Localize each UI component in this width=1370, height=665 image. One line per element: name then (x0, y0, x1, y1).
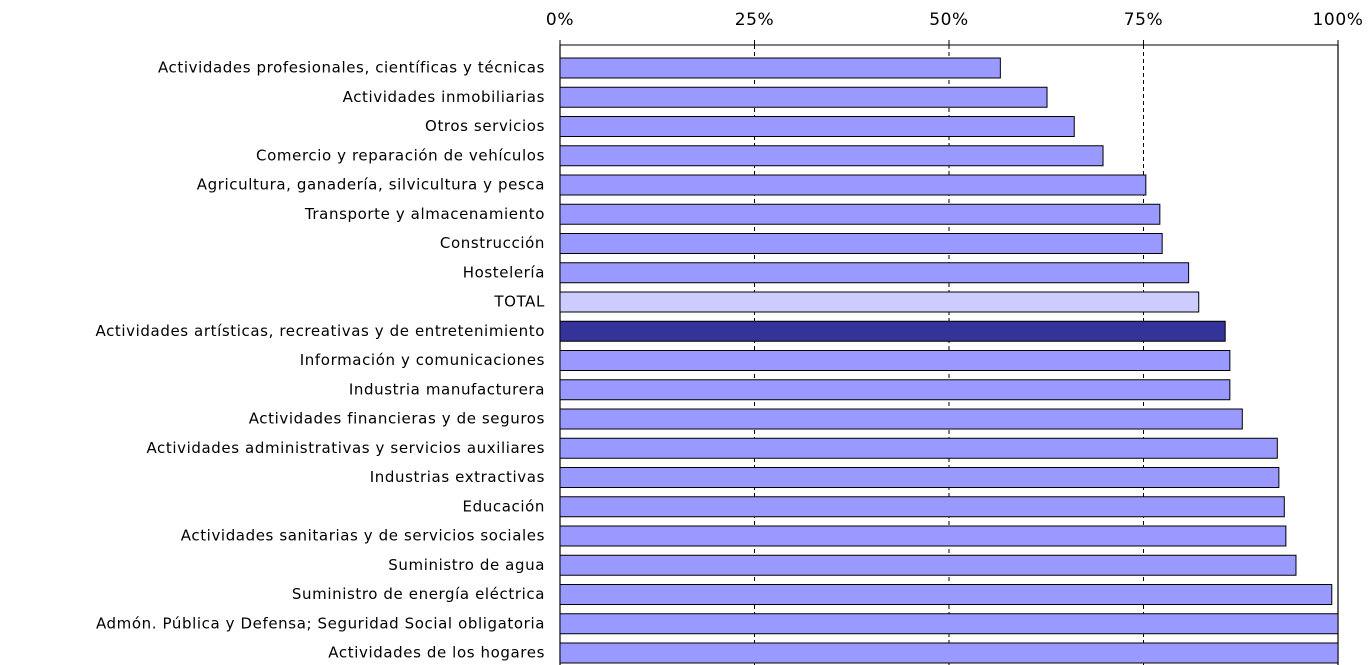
bar (559, 408, 1243, 430)
bar (559, 145, 1104, 167)
x-tick-label: 0% (546, 10, 574, 30)
bar (559, 379, 1231, 401)
x-tick-label: 25% (735, 10, 775, 30)
y-tick-label: Información y comunicaciones (300, 351, 545, 369)
y-tick-label: Actividades administrativas y servicios … (146, 439, 545, 457)
bar (559, 496, 1285, 518)
x-tick-label: 100% (1312, 10, 1363, 30)
y-tick-label: Actividades artísticas, recreativas y de… (95, 322, 545, 340)
bar (559, 613, 1339, 635)
bar (559, 86, 1048, 108)
bar (559, 57, 1001, 79)
x-tick-label: 75% (1124, 10, 1164, 30)
y-tick-label: Actividades financieras y de seguros (249, 410, 545, 428)
x-tick-label: 50% (929, 10, 969, 30)
y-tick-label: TOTAL (493, 293, 545, 311)
y-tick-label: Hostelería (463, 263, 545, 281)
bar (559, 203, 1161, 225)
y-tick-label: Comercio y reparación de vehículos (256, 146, 545, 164)
bar (559, 262, 1190, 284)
y-tick-label: Actividades profesionales, científicas y… (158, 59, 545, 77)
y-tick-label: Actividades inmobiliarias (343, 88, 545, 106)
y-tick-label: Agricultura, ganadería, silvicultura y p… (197, 176, 545, 194)
bar (559, 437, 1278, 459)
y-tick-label: Admón. Pública y Defensa; Seguridad Soci… (96, 614, 545, 632)
y-tick-label: Construcción (440, 234, 545, 252)
bar (559, 467, 1280, 488)
bar (559, 320, 1226, 342)
y-tick-label: Educación (463, 497, 545, 515)
bar (559, 642, 1339, 664)
y-tick-label: Industria manufacturera (349, 380, 545, 398)
bar (559, 233, 1163, 254)
bar (559, 116, 1075, 137)
bar (559, 584, 1333, 605)
y-tick-label: Industrias extractivas (370, 468, 545, 486)
y-tick-label: Actividades sanitarias y de servicios so… (181, 527, 545, 545)
y-tick-label: Actividades de los hogares (328, 644, 545, 662)
bar (559, 525, 1287, 547)
y-tick-label: Otros servicios (425, 117, 545, 135)
y-tick-label: Suministro de agua (388, 556, 545, 574)
y-tick-label: Transporte y almacenamiento (304, 205, 545, 223)
bar (559, 350, 1231, 371)
y-tick-label: Suministro de energía eléctrica (292, 585, 545, 603)
bar (559, 174, 1147, 196)
bar (559, 291, 1200, 313)
bar (559, 554, 1297, 576)
